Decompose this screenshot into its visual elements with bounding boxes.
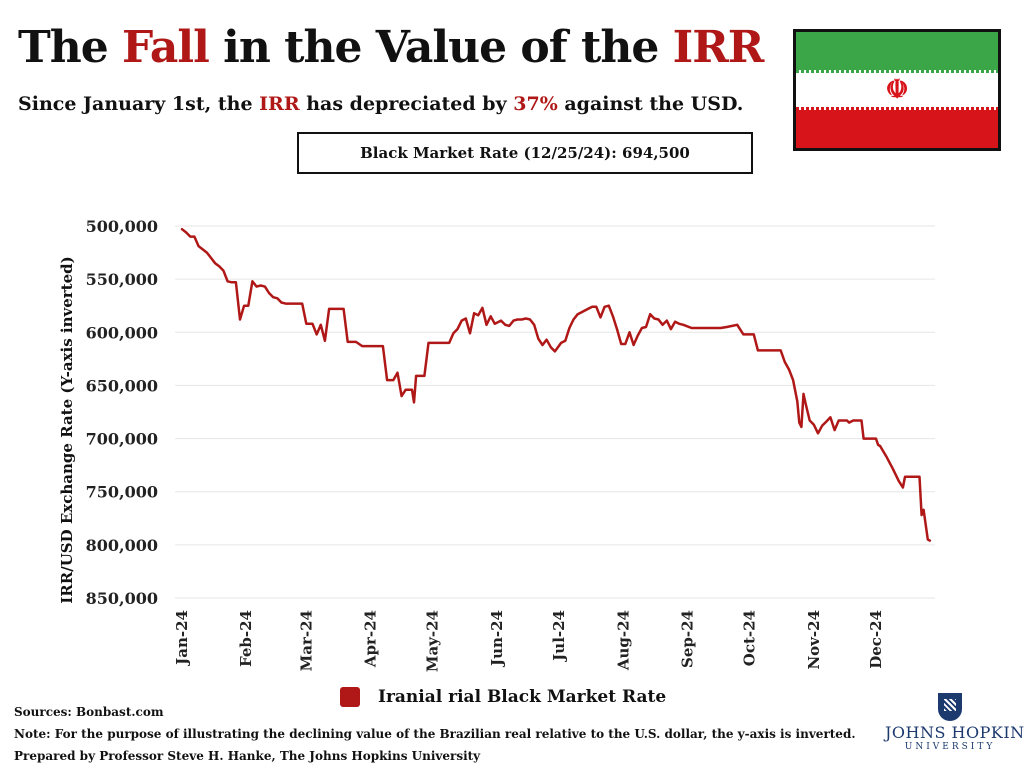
- x-tick-label: Jul-24: [550, 610, 568, 663]
- x-tick-label: Mar-24: [297, 610, 315, 671]
- subtitle-highlight-percent: 37%: [513, 93, 558, 115]
- x-tick-label: Feb-24: [237, 610, 255, 667]
- prepared-by-note: Prepared by Professor Steve H. Hanke, Th…: [14, 749, 481, 763]
- x-tick-label: Dec-24: [867, 610, 885, 669]
- y-tick-label: 600,000: [86, 323, 158, 342]
- y-tick-label: 750,000: [86, 483, 158, 502]
- legend-swatch: [340, 687, 360, 707]
- x-tick-label: May-24: [424, 610, 442, 672]
- iran-flag-icon: ☫: [793, 29, 1001, 151]
- x-tick-label: Jun-24: [488, 610, 506, 668]
- black-market-rate-box: Black Market Rate (12/25/24): 694,500: [297, 132, 753, 174]
- subtitle-highlight-irr: IRR: [259, 93, 300, 115]
- y-axis-label: IRR/USD Exchange Rate (Y-axis inverted): [58, 256, 76, 604]
- y-tick-label: 650,000: [86, 376, 158, 395]
- jhu-crest-icon: [938, 693, 962, 721]
- sources-note: Sources: Bonbast.com: [14, 705, 164, 719]
- y-tick-label: 550,000: [86, 270, 158, 289]
- x-tick-label: Jan-24: [173, 610, 191, 667]
- x-tick-label: Nov-24: [805, 610, 823, 670]
- legend-label: Iranial rial Black Market Rate: [378, 687, 667, 707]
- x-tick-label: Aug-24: [614, 610, 632, 671]
- x-tick-label: Apr-24: [362, 610, 380, 668]
- y-tick-label: 800,000: [86, 536, 158, 555]
- johns-hopkins-logo: JOHNS HOPKINS UNIVERSITY: [885, 693, 1024, 752]
- y-tick-label: 850,000: [86, 589, 158, 608]
- series-line: [180, 227, 932, 542]
- x-tick-label: Oct-24: [741, 610, 759, 666]
- chart-title: The Fall in the Value of the IRR: [18, 22, 765, 73]
- y-tick-label: 500,000: [86, 217, 158, 236]
- title-highlight-fall: Fall: [122, 22, 210, 73]
- x-tick-label: Sep-24: [678, 610, 696, 668]
- axis-note: Note: For the purpose of illustrating th…: [14, 727, 856, 741]
- chart-subtitle: Since January 1st, the IRR has depreciat…: [18, 93, 744, 115]
- title-highlight-irr: IRR: [672, 22, 765, 73]
- y-tick-label: 700,000: [86, 430, 158, 449]
- chart-legend: Iranial rial Black Market Rate: [340, 687, 666, 707]
